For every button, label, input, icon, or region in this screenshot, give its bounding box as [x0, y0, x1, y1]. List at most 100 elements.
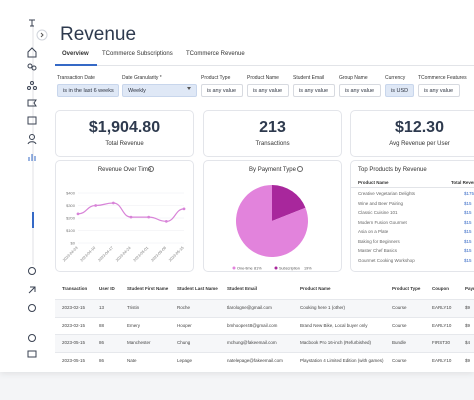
table-cell: 2023-05-15 — [62, 340, 86, 345]
table-header: Coupon — [432, 286, 449, 291]
table-cell: 88 — [99, 322, 105, 328]
point — [129, 215, 133, 219]
table-header: Student First Name — [127, 286, 169, 291]
kpi-card: $12.30 Avg Revenue per User — [350, 110, 474, 157]
table-row — [55, 299, 474, 317]
table-cell: Bundle — [392, 340, 407, 345]
kpi-label: Transactions — [255, 141, 290, 147]
table-header: Student Last Name — [177, 286, 218, 291]
y-tick-label: $200 — [66, 216, 76, 221]
filter-label: Date Granularity * — [122, 75, 162, 81]
table-cell: Nate — [127, 357, 137, 363]
pie-slice — [272, 185, 306, 221]
chart-title: Revenue Over Time — [97, 167, 152, 173]
table-cell: $4 — [465, 340, 471, 345]
chart-title: By Payment Type — [249, 167, 296, 173]
table-cell: EARLY10 — [432, 305, 452, 310]
filter-input[interactable]: is any value — [339, 84, 381, 97]
table-cell: 86 — [99, 340, 105, 345]
filter-input[interactable]: is any value — [247, 84, 289, 97]
product-revenue: $15 — [464, 200, 472, 206]
filter-label: Product Type — [201, 75, 231, 81]
product-name: Wine and Beer Pairing — [358, 200, 404, 206]
table-cell: mchung@fakeemail.com — [227, 340, 277, 345]
tab-divider — [55, 65, 474, 66]
legend-value: 81% — [254, 266, 262, 270]
table-row — [55, 351, 474, 370]
table-cell: Cooking here 1 (other) — [300, 305, 346, 310]
table-header: Payn — [465, 286, 474, 291]
product-name: Asia on a Plate — [358, 229, 389, 234]
table-cell: bmhooper48@gmail.com — [227, 322, 278, 328]
product-revenue: $15 — [464, 238, 472, 244]
table-header: User ID — [99, 286, 115, 291]
filter-input[interactable]: is any value — [201, 84, 243, 97]
product-name: Classic Cuisine 101 — [358, 210, 398, 215]
table-cell: Macbook Pro 16-inch (Refurbished) — [300, 340, 372, 345]
y-tick-label: $0 — [71, 241, 76, 246]
table-row — [55, 334, 474, 352]
product-name: Gourmet Cooking Workshop — [358, 257, 415, 263]
tab[interactable]: TCommerce Revenue — [186, 51, 245, 57]
table-header: Product Name — [300, 286, 331, 291]
filter-input[interactable]: is USD — [385, 84, 414, 97]
filter-input[interactable]: is any value — [418, 84, 460, 97]
table-cell: 2023-05-15 — [62, 357, 86, 363]
table-cell: $9 — [465, 305, 471, 310]
table-cell: Lepage — [177, 357, 193, 363]
chart-card: Revenue Over Time $0 $100 $200 $300 $400 2023-… — [55, 160, 194, 272]
product-revenue: $15 — [464, 229, 472, 234]
top-products-card: Top Products by Revenue Product Name Total… — [350, 160, 474, 272]
product-name: Creative Vegetarian Delights — [358, 191, 416, 196]
x-tick-label: 2023-05-01 — [133, 246, 150, 263]
tab[interactable]: TCommerce Subscriptions — [102, 51, 173, 57]
filter-label: Currency — [385, 75, 406, 81]
product-revenue: $175 — [464, 191, 474, 196]
table-cell: 2023-02-15 — [62, 305, 86, 310]
table-cell: Hooper — [177, 322, 192, 328]
table-cell: Emery — [127, 322, 141, 328]
table-cell: EARLY10 — [432, 322, 452, 328]
x-tick-label: 2023-04-03 — [62, 246, 79, 263]
kpi-value: $12.30 — [395, 119, 444, 136]
table-cell: natelepage@fakeemail.com — [227, 357, 283, 363]
legend-value: 19% — [304, 266, 312, 270]
info-icon — [148, 166, 154, 172]
pie-chart: One-time 81% Subscription 19% — [232, 185, 312, 270]
product-revenue: $15 — [464, 257, 472, 263]
filter-input[interactable]: Weekly — [122, 84, 197, 97]
filter-input[interactable]: is in the last 6 weeks — [57, 84, 119, 97]
product-revenue: $15 — [464, 210, 472, 215]
product-name: Master Chef Basics — [358, 248, 398, 253]
table-cell: 2023-02-15 — [62, 322, 86, 328]
table-cell: 13 — [99, 305, 105, 310]
tab[interactable]: Overview — [62, 51, 89, 57]
legend-label: Subscription — [279, 266, 300, 270]
table-cell: Course — [392, 322, 407, 328]
table-header: Student Email — [227, 286, 258, 291]
info-icon — [297, 166, 303, 172]
filter-input[interactable]: is any value — [293, 84, 335, 97]
y-tick-label: $100 — [66, 228, 76, 233]
table-cell: 86 — [99, 357, 105, 363]
y-tick-label: $300 — [66, 203, 76, 208]
table-header: Transaction — [62, 286, 88, 291]
table-cell: Brand New Bike, Local buyer only — [300, 322, 368, 328]
filter-label: TCommerce Features — [418, 75, 467, 81]
y-tick-label: $400 — [66, 191, 76, 196]
page-title: Revenue — [60, 24, 137, 45]
point — [182, 207, 186, 211]
filter-label: Transaction Date — [57, 75, 95, 81]
card-title: Top Products by Revenue — [358, 167, 427, 173]
filter-label: Product Name — [247, 75, 279, 81]
table-cell: Course — [392, 305, 407, 310]
table-cell: $9 — [465, 322, 471, 328]
app-window: Revenue Overview TCommerce Subscriptions T… — [0, 0, 474, 372]
table-header: Product Type — [392, 286, 421, 291]
kpi-value: 213 — [259, 119, 286, 136]
point — [164, 219, 168, 223]
product-name: Baking for Beginners — [358, 238, 400, 244]
tab-active-underline — [55, 64, 97, 66]
